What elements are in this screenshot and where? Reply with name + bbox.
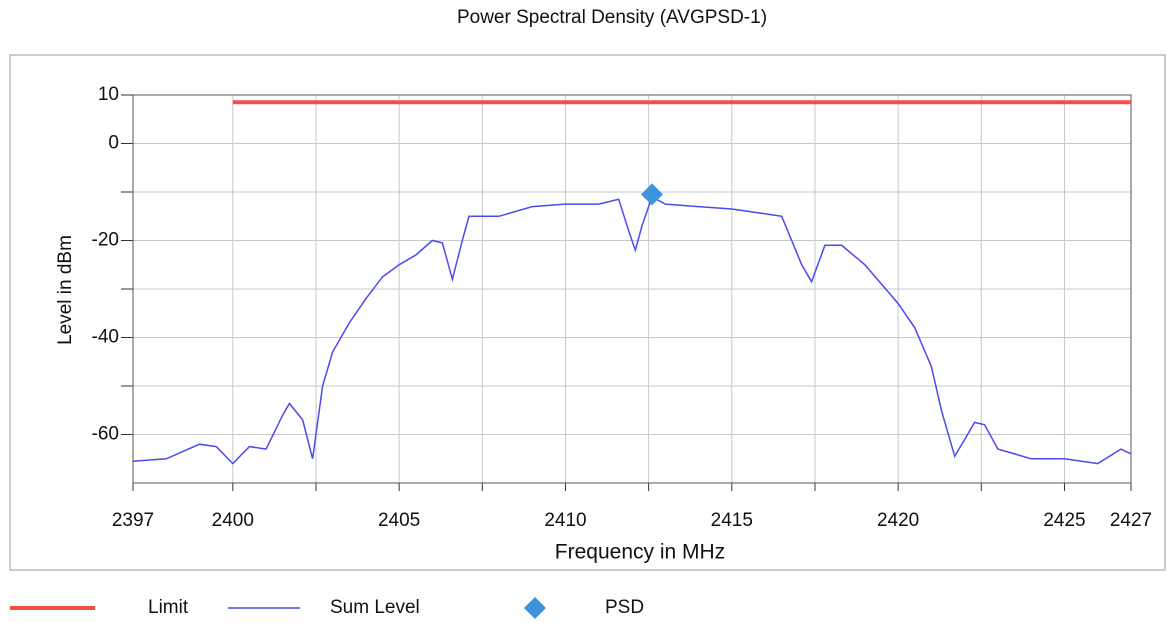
legend-swatch (524, 597, 546, 619)
x-axis-label: Frequency in MHz (555, 541, 725, 564)
x-tick-label: 2415 (711, 510, 753, 531)
legend-label: Sum Level (330, 597, 420, 618)
chart-frame (9, 54, 1166, 571)
x-tick-label: 2400 (212, 510, 254, 531)
y-axis-label: Level in dBm (55, 235, 76, 345)
plot-border (132, 94, 1132, 484)
y-tick-label: 0 (108, 133, 119, 154)
y-tick-label: -20 (92, 230, 119, 251)
series-line (132, 195, 1132, 465)
legend-label: PSD (605, 597, 644, 618)
y-tick-label: -60 (92, 424, 119, 445)
y-tick-label: -40 (92, 327, 119, 348)
y-tick-label: 10 (98, 84, 119, 105)
x-tick-label: 2420 (877, 510, 919, 531)
x-tick-label: 2427 (1110, 510, 1152, 531)
psd-marker (640, 183, 663, 206)
legend-label: Limit (148, 597, 189, 618)
x-tick-label: 2425 (1043, 510, 1085, 531)
x-tick-label: 2397 (112, 510, 154, 531)
chart-title: Power Spectral Density (AVGPSD-1) (457, 7, 767, 28)
x-tick-label: 2410 (544, 510, 586, 531)
x-tick-label: 2405 (378, 510, 420, 531)
